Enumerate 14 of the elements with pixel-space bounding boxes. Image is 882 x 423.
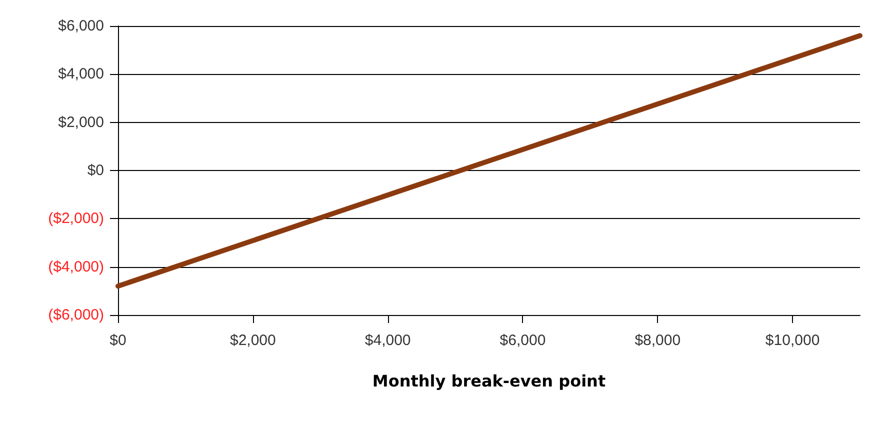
x-tick-label: $8,000	[634, 332, 681, 349]
x-tick-label: $0	[110, 332, 126, 349]
y-tick-label: $6,000	[58, 18, 104, 34]
y-tick-label: ($6,000)	[48, 306, 104, 324]
x-tick-label: $10,000	[765, 332, 820, 349]
x-tick-label: $2,000	[230, 332, 276, 349]
y-tick-label: ($2,000)	[48, 210, 104, 228]
y-tick-label: $0	[87, 162, 104, 179]
x-tick-label: $4,000	[364, 332, 411, 349]
y-tick-label: ($4,000)	[48, 258, 104, 276]
x-axis-title: Monthly break-even point	[372, 372, 606, 390]
x-tick-label: $6,000	[500, 332, 546, 349]
y-tick-label: $2,000	[58, 114, 104, 131]
y-tick-label: $4,000	[58, 66, 104, 83]
